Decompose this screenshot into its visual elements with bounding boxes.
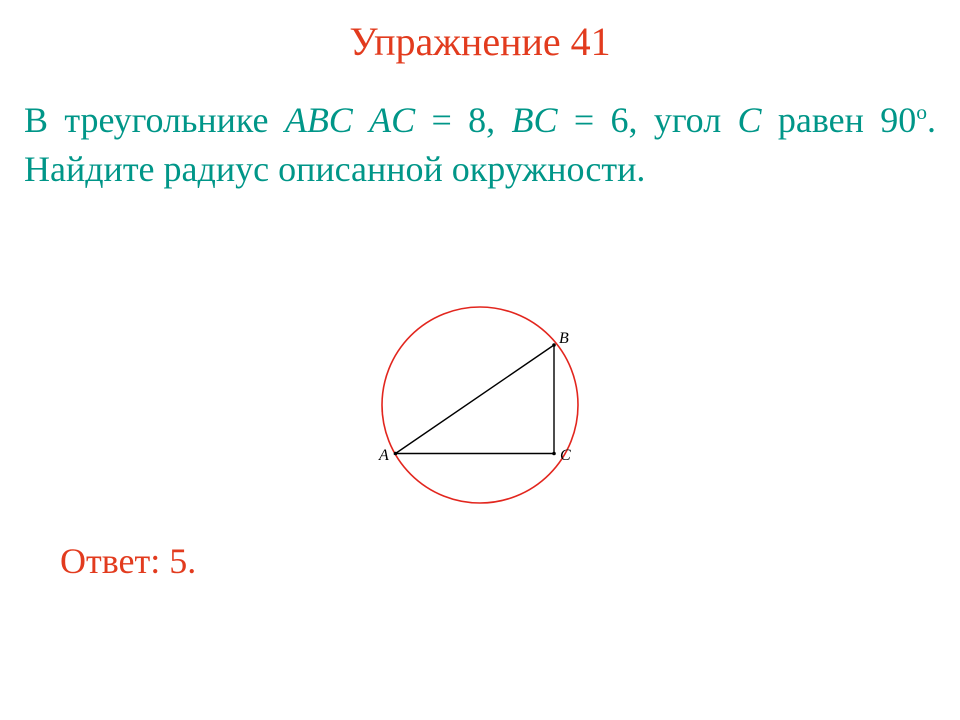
problem-text: В треугольнике ABC AC = 8, BC = 6, угол …	[24, 96, 936, 193]
var-c: C	[738, 100, 762, 140]
figure-svg: A B C	[335, 290, 625, 520]
problem-part: равен 90	[762, 100, 917, 140]
vertex-b-point	[552, 343, 556, 347]
figure-circumscribed-triangle: A B C	[335, 290, 625, 520]
circumscribed-circle	[382, 307, 578, 503]
triangle-abc	[396, 345, 555, 454]
answer-text: Ответ: 5.	[60, 540, 196, 582]
slide: Упражнение 41 В треугольнике ABC AC = 8,…	[0, 0, 960, 720]
problem-part	[353, 100, 369, 140]
var-abc: ABC	[285, 100, 353, 140]
vertex-c-label: C	[560, 447, 571, 464]
var-bc: BC	[512, 100, 558, 140]
problem-part: = 6, угол	[558, 100, 738, 140]
problem-part: В треугольнике	[24, 100, 285, 140]
vertex-b-label: B	[559, 330, 569, 347]
exercise-title: Упражнение 41	[0, 18, 960, 65]
vertex-a-label: A	[378, 447, 389, 464]
problem-part: = 8,	[415, 100, 511, 140]
vertex-c-point	[552, 452, 556, 456]
degree-symbol: о	[916, 100, 927, 124]
var-ac: AC	[369, 100, 415, 140]
vertex-a-point	[394, 452, 398, 456]
